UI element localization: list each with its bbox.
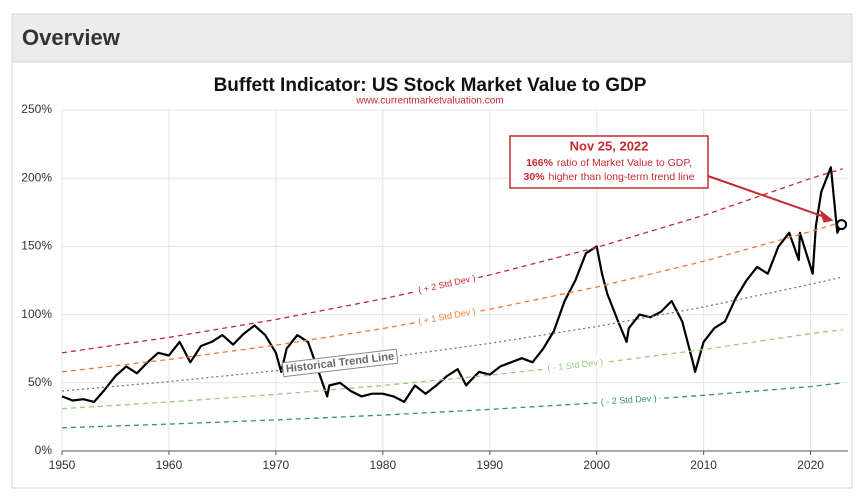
y-tick-label: 100% <box>21 307 52 321</box>
y-tick-label: 200% <box>21 170 52 184</box>
band-label-bg <box>414 304 480 328</box>
band-line <box>61 221 843 373</box>
band-line <box>61 382 843 429</box>
x-tick-label: 2010 <box>690 458 717 472</box>
annotation-box <box>509 135 709 189</box>
x-tick-label: 2000 <box>583 458 610 472</box>
annotation-bold: 166% <box>526 157 554 169</box>
y-tick-label: 0% <box>35 443 53 457</box>
band-label: ( - 1 Std Dev ) <box>543 355 607 375</box>
chart-title: Buffett Indicator: US Stock Market Value… <box>214 75 647 96</box>
x-tick-label: 2020 <box>797 458 824 472</box>
x-tick-label: 1980 <box>369 458 396 472</box>
band-label-bg <box>414 271 480 297</box>
band-label: ( - 2 Std Dev ) <box>597 391 661 409</box>
x-tick-label: 1960 <box>156 458 183 472</box>
band-line <box>61 168 843 354</box>
annotation-text: ratio of Market Value to GDP, <box>557 157 692 169</box>
annotation-arrowhead <box>819 209 834 223</box>
chart-panel <box>11 61 853 489</box>
x-tick-label: 1970 <box>263 458 290 472</box>
y-tick-label: 150% <box>21 239 52 253</box>
y-tick-label: 50% <box>28 375 52 389</box>
chart-subtitle: www.currentmarketvaluation.com <box>355 96 503 107</box>
data-line <box>61 166 843 403</box>
current-point <box>836 219 848 231</box>
band-label-bg <box>597 391 661 409</box>
header-title: Overview <box>22 25 121 50</box>
x-tick-label: 1990 <box>476 458 503 472</box>
band-line <box>61 276 843 392</box>
annotation-title: Nov 25, 2022 <box>570 138 649 153</box>
annotation-text: higher than long-term trend line <box>549 171 695 183</box>
band-label-bg <box>543 355 607 375</box>
annotation-arrow <box>707 175 824 218</box>
annotation-bold: 30% <box>524 171 546 183</box>
header-bar <box>11 13 853 63</box>
annotation-line: 30% higher than long-term trend line <box>524 171 695 183</box>
band-label-text: ( - 2 Std Dev ) <box>600 393 657 407</box>
x-tick-label: 1950 <box>49 458 76 472</box>
y-tick-label: 250% <box>21 102 52 116</box>
band-label-bg <box>281 348 399 378</box>
annotation-line: 166% ratio of Market Value to GDP, <box>526 157 692 169</box>
